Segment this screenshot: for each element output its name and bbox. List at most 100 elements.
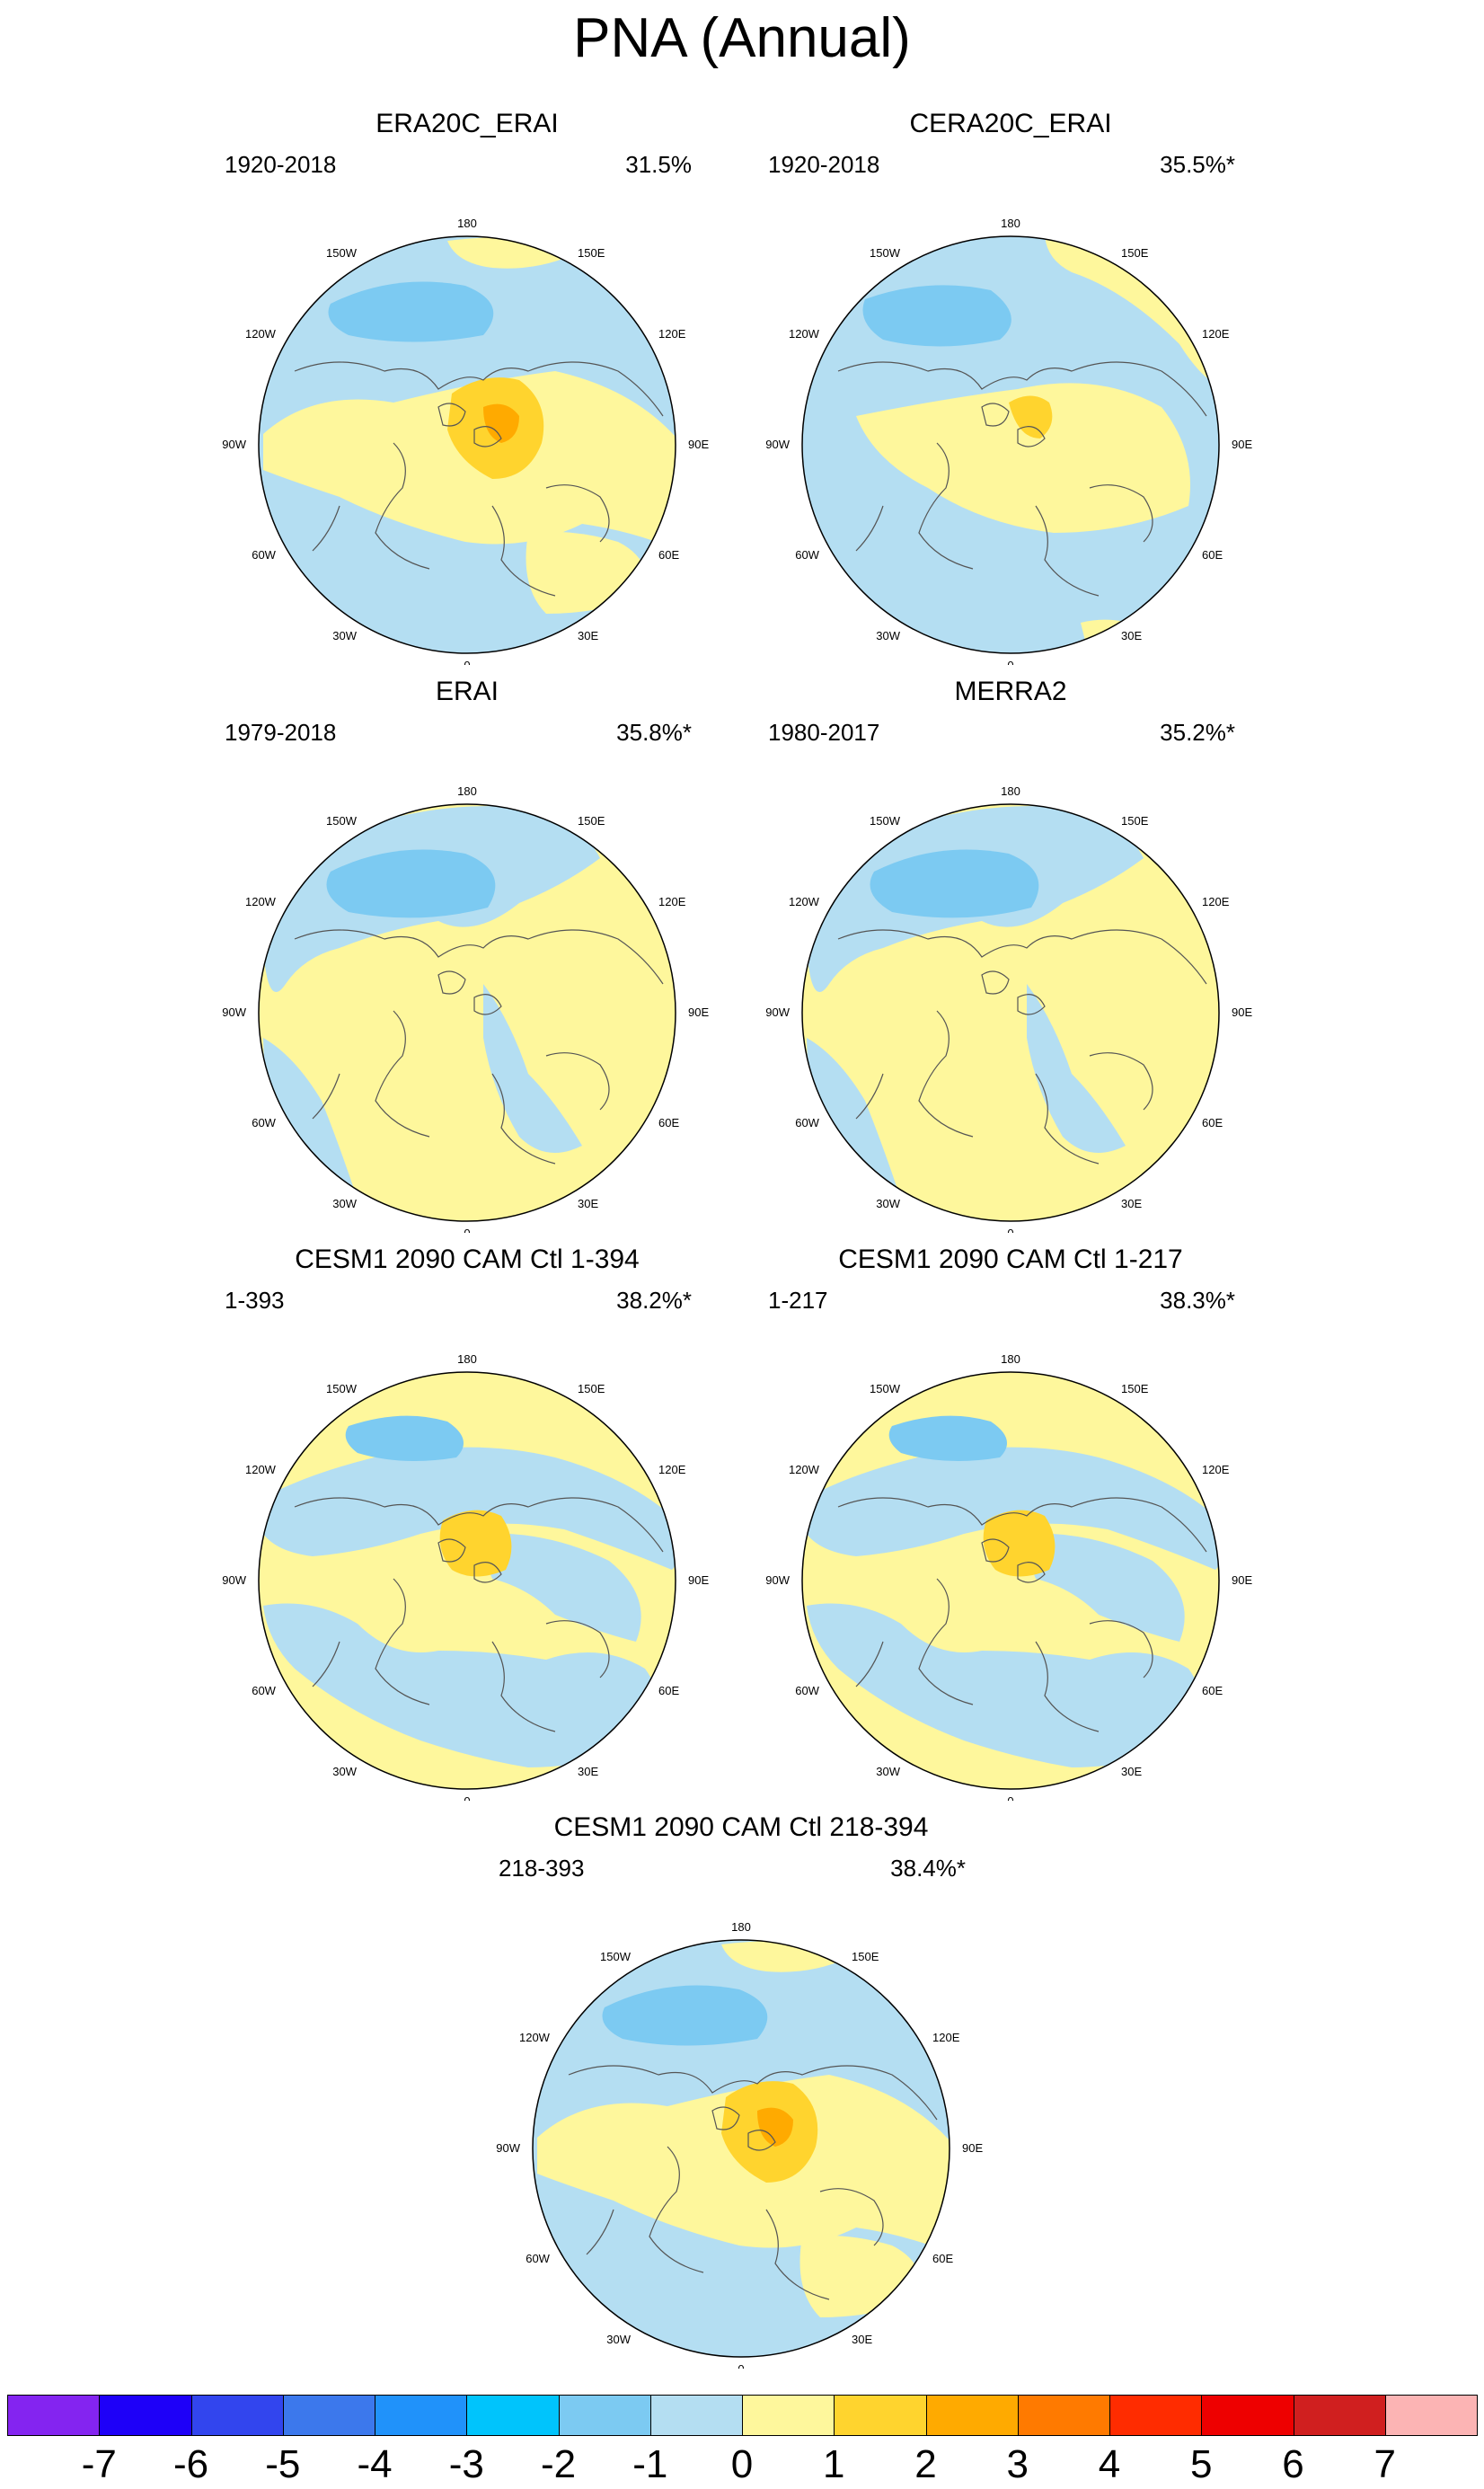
colorbar-tick-label: -6: [172, 2442, 209, 2486]
panel-variance: 35.2%*: [1160, 719, 1235, 746]
colorbar-tick-label: 4: [1098, 2442, 1121, 2486]
longitude-label: 30W: [332, 629, 357, 642]
panel-period: 1920-2018: [225, 151, 337, 178]
map-panel-cesm1-ctl-1-394: CESM1 2090 CAM Ctl 1-394 1-393 38.2%* 18…: [207, 1244, 728, 1801]
longitude-label: 30E: [578, 1197, 598, 1210]
longitude-label: 60W: [795, 1116, 819, 1129]
coastline: [837, 361, 1207, 597]
map-boundary: [801, 235, 1220, 654]
panel-title: CESM1 2090 CAM Ctl 1-394: [295, 1244, 640, 1274]
longitude-label: 30E: [578, 629, 598, 642]
polar-stereographic-map: 180 150E 120E 90E 60E 30E 0 30W 60W 90W 120W 150W: [765, 784, 1252, 1233]
longitude-label: 30W: [332, 1197, 357, 1210]
longitude-label: 90E: [688, 1573, 709, 1587]
longitude-label: 60E: [658, 1684, 679, 1697]
field-contour: [862, 285, 1011, 347]
longitude-label: 120E: [658, 327, 686, 341]
field-contour: [807, 1603, 1200, 1767]
field-contour: [1018, 1533, 1185, 1642]
map-panel-cera20c-erai: CERA20C_ERAI 1920-2018 35.5%* 180 150E 120…: [750, 108, 1271, 665]
longitude-label: 90E: [688, 1005, 709, 1019]
longitude-label: 30E: [578, 1765, 598, 1778]
field-contour: [439, 1510, 512, 1577]
field-contour: [263, 1447, 676, 1570]
coastline: [294, 361, 664, 597]
longitude-label: 90E: [962, 2141, 983, 2155]
field-contour: [483, 984, 582, 1153]
colorbar-cell: [7, 2395, 101, 2436]
longitude-label: 150W: [870, 1382, 901, 1395]
field-contour: [483, 403, 519, 443]
longitude-label: 90W: [765, 438, 790, 451]
map-panel-cesm1-ctl-1-217: CESM1 2090 CAM Ctl 1-217 1-217 38.3%* 18…: [750, 1244, 1271, 1801]
panel-title: CERA20C_ERAI: [909, 109, 1112, 138]
coastline: [837, 1497, 1207, 1732]
longitude-label: 150W: [326, 1382, 358, 1395]
panel-period: 1-217: [768, 1287, 828, 1314]
coastline: [294, 1497, 664, 1732]
longitude-label: 60W: [252, 548, 276, 562]
longitude-label: 180: [1001, 784, 1020, 798]
longitude-label: 60E: [658, 548, 679, 562]
polar-stereographic-map: 180 150E 120E 90E 60E 30E 0 30W 60W 90W 120W 150W: [222, 784, 709, 1233]
longitude-label: 150E: [578, 246, 605, 260]
longitude-label: 150E: [578, 814, 605, 828]
polar-stereographic-map: 180 150E 120E 90E 60E 30E 0 30W 60W 90W 120W 150W: [222, 1352, 709, 1801]
longitude-label: 90W: [222, 438, 246, 451]
longitude-label: 120W: [789, 895, 820, 908]
colorbar-tick-label: -5: [265, 2442, 301, 2486]
field-contour: [345, 1415, 464, 1461]
longitude-label: 90W: [765, 1005, 790, 1019]
longitude-label: 90E: [1232, 1573, 1252, 1587]
longitude-label: 0: [464, 1794, 470, 1801]
longitude-label: 150W: [870, 814, 901, 828]
longitude-label: 30E: [1121, 629, 1142, 642]
field-contour: [328, 281, 494, 342]
longitude-label: 180: [457, 784, 477, 798]
colorbar-cell: [466, 2395, 560, 2436]
colorbar-tick-label: 7: [1374, 2442, 1396, 2486]
field-contour: [856, 383, 1190, 533]
longitude-label: 120E: [658, 895, 686, 908]
longitude-label: 0: [738, 2362, 744, 2369]
longitude-label: 30W: [876, 629, 900, 642]
map-boundary: [258, 235, 676, 654]
field-contour: [807, 1447, 1219, 1570]
colorbar: -7 -6 -5 -4 -3 -2 -1 0 1 2 3 4 5 6 7: [7, 2395, 1478, 2486]
longitude-label: 120W: [519, 2031, 551, 2044]
longitude-label: 30W: [606, 2333, 631, 2346]
longitude-label: 60W: [252, 1684, 276, 1697]
longitude-label: 150E: [1121, 246, 1149, 260]
colorbar-cell: [834, 2395, 927, 2436]
longitude-label: 150E: [578, 1382, 605, 1395]
longitude-label: 90E: [1232, 438, 1252, 451]
colorbar-tick-label: -4: [357, 2442, 393, 2486]
longitude-label: 120E: [1202, 327, 1230, 341]
longitude-label: 30W: [332, 1765, 357, 1778]
longitude-label: 120W: [245, 895, 277, 908]
coastline: [837, 929, 1207, 1165]
panel-variance: 38.3%*: [1160, 1287, 1235, 1314]
field-contour: [1027, 984, 1126, 1153]
colorbar-cell: [1017, 2395, 1110, 2436]
colorbar-tick-label: 5: [1190, 2442, 1213, 2486]
longitude-label: 0: [1007, 1227, 1013, 1233]
field-contour: [870, 849, 1039, 918]
panel-title: ERA20C_ERAI: [375, 109, 559, 138]
field-contour: [1009, 395, 1053, 438]
panel-title: CESM1 2090 CAM Ctl 1-217: [838, 1244, 1183, 1274]
polar-stereographic-map: 180 150E 120E 90E 60E 30E 0 30W 60W 90W 120W 150W: [765, 1352, 1252, 1801]
panel-variance: 35.5%*: [1160, 151, 1235, 178]
colorbar-cell: [649, 2395, 743, 2436]
colorbar-cell: [1109, 2395, 1203, 2436]
longitude-label: 120E: [1202, 895, 1230, 908]
colorbar-tick-label: -3: [448, 2442, 484, 2486]
panel-period: 218-393: [499, 1855, 585, 1882]
longitude-label: 120W: [245, 1463, 277, 1476]
map-panel-era20c-erai: ERA20C_ERAI 1920-2018 31.5% 180 150E 120E 9…: [207, 108, 728, 665]
longitude-label: 180: [457, 1352, 477, 1366]
field-contour: [602, 1985, 768, 2046]
longitude-label: 120E: [1202, 1463, 1230, 1476]
panel-variance: 35.8%*: [616, 719, 692, 746]
longitude-label: 30W: [876, 1765, 900, 1778]
